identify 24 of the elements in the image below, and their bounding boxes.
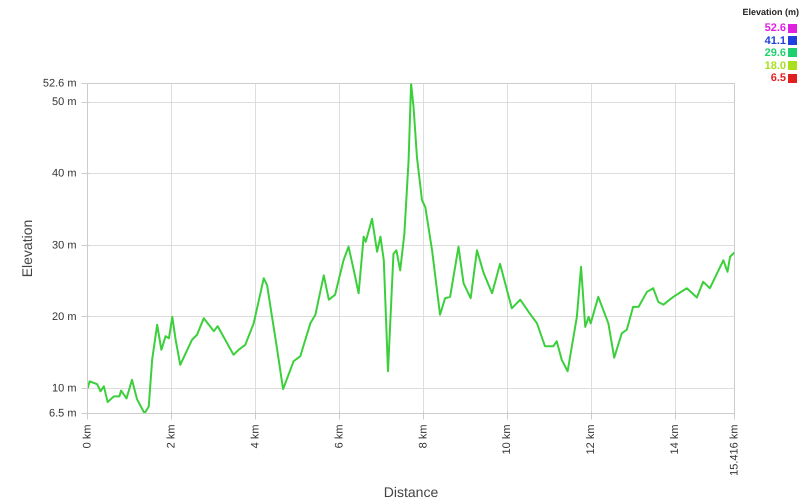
y-tick-label: 40 m — [52, 168, 77, 180]
y-tick-label: 30 m — [52, 239, 77, 252]
x-tick-label: 0 km — [82, 424, 94, 448]
x-tick-label: 4 km — [249, 424, 262, 448]
y-tick-label: 6.5 m — [48, 408, 77, 420]
x-tick-label: 14 km — [669, 424, 682, 454]
x-tick-label: 8 km — [417, 424, 430, 448]
x-tick-label: 10 km — [501, 424, 514, 454]
color-bar-label: 41.1 — [764, 34, 786, 46]
color-bar-label: 6.5 — [770, 72, 786, 84]
x-tick-label: 12 km — [585, 424, 598, 454]
x-axis-title: Distance — [384, 484, 438, 500]
y-tick-label: 10 m — [52, 382, 77, 394]
y-axis-title: Elevation — [18, 220, 35, 278]
y-tick-label: 20 m — [52, 310, 77, 323]
y-tick-label: 52.6 m — [42, 78, 77, 90]
color-bar-label: 52.6 — [764, 22, 786, 34]
x-tick-label: 15.416 km — [728, 424, 740, 476]
color-bar-title: Elevation (m) — [742, 6, 799, 19]
x-tick-label: 6 km — [333, 424, 346, 448]
x-tick-label: 2 km — [165, 424, 178, 448]
y-tick-label: 50 m — [52, 96, 77, 108]
color-bar-label: 29.6 — [764, 46, 786, 59]
color-bar-label: 18.0 — [764, 60, 786, 72]
